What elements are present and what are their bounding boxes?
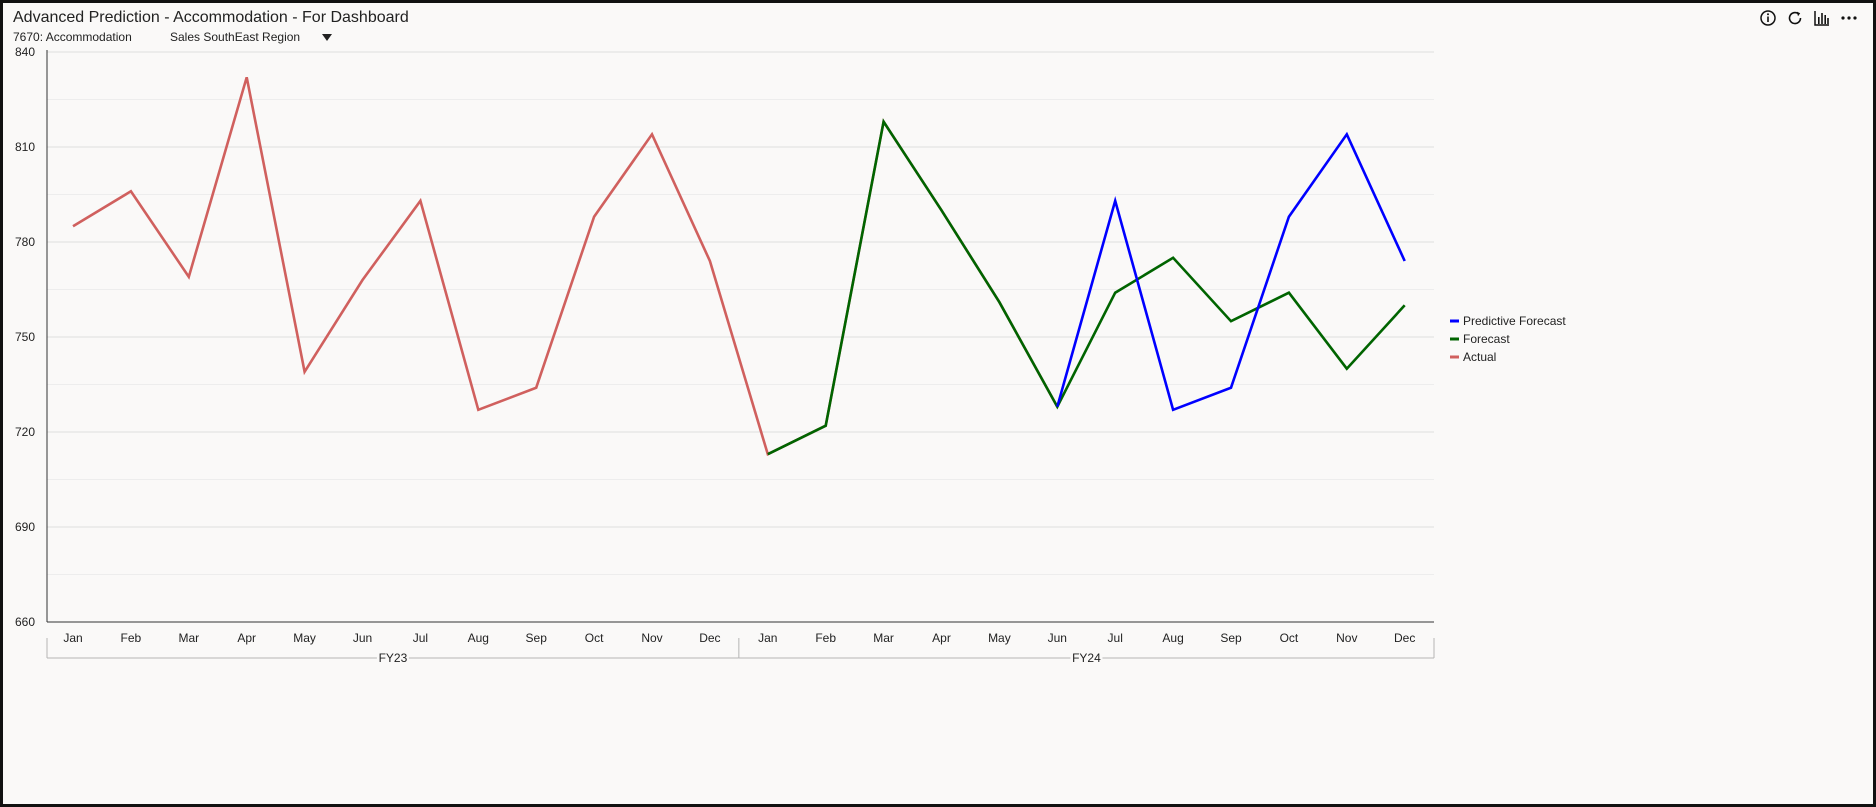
x-tick-label: Nov bbox=[1336, 631, 1357, 645]
group-label: FY23 bbox=[379, 651, 408, 665]
x-tick-label: Dec bbox=[1394, 631, 1415, 645]
region-dropdown[interactable]: Sales SouthEast Region bbox=[170, 28, 333, 46]
x-tick-label: Jul bbox=[1108, 631, 1123, 645]
series-line-actual bbox=[72, 76, 1059, 457]
x-tick-label: May bbox=[988, 631, 1011, 645]
x-tick-label: Oct bbox=[1280, 631, 1299, 645]
x-tick-label: Feb bbox=[121, 631, 142, 645]
line-chart: 660 690 720 750 780 810 840 Jan Feb Mar Apr May Jun J… bbox=[15, 45, 1566, 665]
x-tick-label: Jan bbox=[758, 631, 777, 645]
group-label: FY24 bbox=[1072, 651, 1101, 665]
y-tick-label: 720 bbox=[15, 425, 35, 439]
y-tick-label: 750 bbox=[15, 330, 35, 344]
x-tick-label: Aug bbox=[468, 631, 489, 645]
legend-label-actual[interactable]: Actual bbox=[1463, 350, 1496, 364]
x-tick-label: Apr bbox=[237, 631, 256, 645]
x-tick-label: Sep bbox=[1220, 631, 1242, 645]
region-dropdown-value: Sales SouthEast Region bbox=[170, 30, 301, 44]
x-tick-label: May bbox=[293, 631, 316, 645]
legend-label-predictive-forecast[interactable]: Predictive Forecast bbox=[1463, 314, 1566, 328]
chart-title: Advanced Prediction - Accommodation - Fo… bbox=[13, 9, 409, 26]
x-tick-label: Dec bbox=[699, 631, 720, 645]
x-tick-label: Jun bbox=[1048, 631, 1067, 645]
x-tick-label: Jul bbox=[413, 631, 428, 645]
refresh-icon[interactable] bbox=[1785, 8, 1805, 28]
info-icon[interactable] bbox=[1758, 8, 1778, 28]
y-tick-label: 660 bbox=[15, 615, 35, 629]
x-tick-label: Nov bbox=[641, 631, 662, 645]
y-tick-label: 690 bbox=[15, 520, 35, 534]
more-options-icon[interactable] bbox=[1839, 8, 1859, 28]
x-tick-label: Mar bbox=[873, 631, 894, 645]
legend-label-forecast[interactable]: Forecast bbox=[1463, 332, 1510, 346]
y-tick-label: 840 bbox=[15, 45, 35, 59]
x-tick-label: Jan bbox=[63, 631, 82, 645]
y-tick-label: 780 bbox=[15, 235, 35, 249]
series-line-predictive-forecast bbox=[1056, 131, 1406, 412]
x-tick-label: Apr bbox=[932, 631, 951, 645]
chart-toolbar bbox=[1758, 8, 1859, 28]
chevron-down-icon bbox=[322, 33, 333, 41]
bar-chart-icon[interactable] bbox=[1812, 8, 1832, 28]
x-tick-label: Feb bbox=[815, 631, 836, 645]
x-tick-label: Oct bbox=[585, 631, 604, 645]
y-tick-label: 810 bbox=[15, 140, 35, 154]
x-tick-label: Aug bbox=[1162, 631, 1183, 645]
x-tick-label: Mar bbox=[178, 631, 199, 645]
x-tick-label: Sep bbox=[526, 631, 548, 645]
account-label: 7670: Accommodation bbox=[13, 30, 132, 44]
series-line-forecast bbox=[767, 118, 1406, 456]
x-tick-label: Jun bbox=[353, 631, 372, 645]
